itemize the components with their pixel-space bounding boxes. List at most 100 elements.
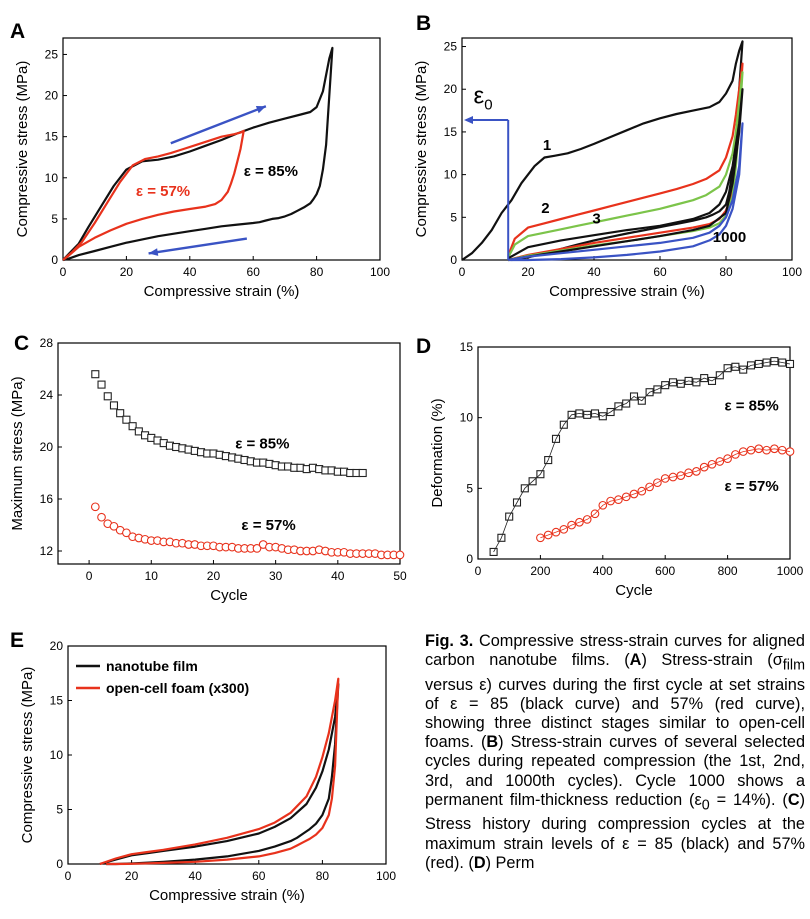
y-axis-label: Compressive stress (MPa) <box>14 61 31 238</box>
y-tick-label: 16 <box>40 492 54 506</box>
caption-text-7: ) Perm <box>485 853 535 872</box>
annotation-strain-57: ε = 57% <box>241 517 295 534</box>
y-tick-label: 5 <box>51 212 58 226</box>
panel-letter-a: A <box>10 20 25 43</box>
x-tick-label: 20 <box>207 569 221 583</box>
y-tick-label: 25 <box>45 47 59 61</box>
y-tick-label: 15 <box>444 125 458 139</box>
y-tick-label: 12 <box>40 544 54 558</box>
panel-letter-d: D <box>416 335 431 358</box>
data-point-circle <box>97 512 106 522</box>
direction-arrow-line <box>170 105 267 145</box>
x-tick-label: 40 <box>587 265 601 279</box>
data-point-circle <box>90 502 100 512</box>
x-tick-label: 100 <box>782 265 802 279</box>
epsilon-subscript: 0 <box>484 97 492 114</box>
y-axis-label: Compressive stress (MPa) <box>413 61 430 238</box>
x-tick-label: 0 <box>475 564 482 578</box>
curve-label: 3 <box>592 210 600 227</box>
data-point-circle <box>252 544 262 553</box>
y-tick-label: 0 <box>450 253 457 267</box>
y-axis-label: Deformation (%) <box>429 398 446 507</box>
curve-label: 1000 <box>713 229 746 246</box>
plot-frame <box>57 342 401 565</box>
x-tick-label: 100 <box>376 869 396 883</box>
x-axis-label: Compressive strain (%) <box>549 283 705 300</box>
annotation-strain-85: ε = 85% <box>244 163 298 180</box>
panel-d: D 0 200 400 600 800 1000 0 5 10 15 Cycle Deformation… <box>416 335 804 599</box>
x-tick-label: 400 <box>593 564 613 578</box>
data-point-square <box>97 380 106 389</box>
x-tick-label: 10 <box>145 569 159 583</box>
x-tick-label: 20 <box>120 265 134 279</box>
y-tick-label: 10 <box>460 411 474 425</box>
legend-label: open-cell foam (x300) <box>106 680 249 696</box>
series-line-1 <box>62 129 245 261</box>
x-tick-label: 40 <box>331 569 345 583</box>
data-point-square <box>91 370 100 379</box>
direction-arrow-head <box>255 105 266 114</box>
caption-ref-a: A <box>629 651 642 670</box>
y-axis-label: Maximum stress (MPa) <box>9 376 26 530</box>
direction-arrow-line <box>148 237 248 255</box>
x-tick-label: 40 <box>189 869 203 883</box>
y-tick-label: 0 <box>56 857 63 871</box>
x-tick-label: 60 <box>247 265 261 279</box>
data-point-square <box>489 547 498 556</box>
caption-text-6: ) Stress history during compression cycl… <box>425 790 805 872</box>
y-tick-label: 0 <box>466 552 473 566</box>
annotation-strain-57: ε = 57% <box>724 478 778 495</box>
plot-frame <box>461 37 793 261</box>
epsilon-zero-label: ε0 <box>474 83 493 114</box>
x-tick-label: 80 <box>316 869 330 883</box>
x-tick-label: 0 <box>65 869 72 883</box>
series-line-2 <box>507 71 744 262</box>
panel-c: C 0 10 20 30 40 50 12 16 20 24 28 Cycle Maximum stres… <box>9 332 407 604</box>
panel-a: A 0 20 40 60 80 100 0 5 10 15 20 25 Compressive strai… <box>10 20 390 300</box>
series-connector-0 <box>493 360 791 553</box>
direction-arrow-head <box>148 248 159 256</box>
y-tick-label: 10 <box>45 171 59 185</box>
y-tick-label: 0 <box>51 253 58 267</box>
annotation-strain-85: ε = 85% <box>724 398 778 415</box>
caption-sub-film: film <box>782 657 805 674</box>
x-tick-label: 50 <box>393 569 407 583</box>
epsilon-symbol: ε <box>474 83 485 110</box>
series-line-0 <box>62 46 334 262</box>
series-line-0 <box>461 40 744 262</box>
panel-e: E 0 20 40 60 80 100 0 5 10 15 20 Compressive strain … <box>10 629 396 904</box>
series-line-1 <box>507 62 744 262</box>
y-tick-label: 15 <box>45 130 59 144</box>
data-point-square <box>109 401 119 410</box>
data-point-square <box>103 392 112 401</box>
y-tick-label: 5 <box>466 481 473 495</box>
y-axis-label: Compressive stress (MPa) <box>19 667 36 844</box>
x-tick-label: 100 <box>370 265 390 279</box>
series-connector-1 <box>540 448 791 539</box>
y-tick-label: 28 <box>40 336 54 350</box>
curve-label: 1 <box>543 137 551 154</box>
x-tick-label: 200 <box>530 564 550 578</box>
x-tick-label: 600 <box>655 564 675 578</box>
data-point-square <box>128 422 137 431</box>
panel-letter-c: C <box>14 332 29 355</box>
caption-text-2: ) Stress-strain (σ <box>641 651 783 670</box>
y-tick-label: 20 <box>50 639 64 653</box>
series-line-4 <box>508 122 744 262</box>
caption-text-3: versus ε) curves during the first cycle … <box>425 675 805 752</box>
caption-ref-d: D <box>473 853 486 872</box>
x-axis-label: Compressive strain (%) <box>144 283 300 300</box>
legend-label: nanotube film <box>106 658 198 674</box>
x-tick-label: 0 <box>86 569 93 583</box>
x-tick-label: 0 <box>459 265 466 279</box>
data-point-square <box>358 468 367 478</box>
epsilon-zero-arrowhead <box>464 115 473 124</box>
x-tick-label: 1000 <box>777 564 804 578</box>
y-tick-label: 20 <box>444 82 458 96</box>
y-tick-label: 24 <box>40 388 54 402</box>
y-tick-label: 5 <box>450 210 457 224</box>
x-tick-label: 800 <box>718 564 738 578</box>
caption-sub-0: 0 <box>701 797 710 814</box>
data-point-circle <box>122 528 131 538</box>
